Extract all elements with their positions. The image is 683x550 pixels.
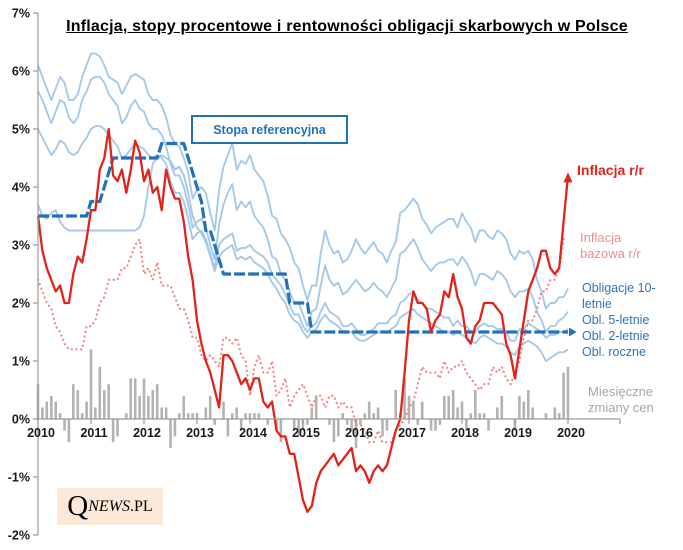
reference-rate-callout-label: Stopa referencyjna [213, 122, 326, 137]
monthly-bars-series-label: Miesięczne zmiany cen [588, 384, 654, 415]
y-tick-label: -2% [8, 529, 30, 543]
x-tick-label: 2012 [133, 426, 161, 440]
y-tick-label: 0% [12, 413, 30, 427]
bond-2y-series-label: Obl. 2-letnie [582, 329, 650, 343]
qnews-logo-news: NEWS [88, 497, 131, 515]
x-tick-label: 2011 [80, 426, 107, 440]
y-axis-ticks: 7% 6% 5% 4% 3% 2% 1% 0% -1% -2% [8, 7, 38, 543]
bars-monthly-price-changes [36, 349, 570, 448]
x-tick-label: 2017 [398, 426, 426, 440]
qnews-logo: Q NEWS .PL [57, 488, 163, 525]
y-tick-label: 7% [12, 7, 30, 21]
x-axis-ticks: 2010 2011 2012 2013 2014 2015 2016 2017 2018 2019… [27, 419, 585, 440]
bond-5y-series-label: Obl. 5-letnie [582, 313, 650, 327]
x-tick-label: 2019 [504, 426, 532, 440]
x-tick-label: 2014 [239, 426, 267, 440]
y-tick-label: 2% [12, 297, 30, 311]
line-core-inflation [36, 238, 570, 444]
y-tick-label: 6% [12, 65, 30, 79]
qnews-logo-pl: .PL [130, 497, 153, 515]
x-tick-label: 2016 [345, 426, 373, 440]
x-tick-label: 2015 [292, 426, 320, 440]
reference-rate-arrowhead [569, 327, 577, 337]
lines-bond-yields [37, 52, 569, 362]
qnews-logo-q: Q [67, 490, 89, 522]
line-reference-rate [38, 141, 577, 337]
x-tick-label: 2020 [557, 426, 585, 440]
y-tick-label: 5% [12, 123, 30, 137]
line-cpi-inflation [36, 127, 573, 513]
chart-title: Inflacja, stopy procentowe i rentowności… [66, 18, 628, 35]
y-tick-label: 3% [12, 239, 30, 253]
inflation-series-label: Inflacja r/r [577, 162, 644, 178]
y-tick-label: 4% [12, 181, 30, 195]
x-tick-label: 2013 [186, 426, 214, 440]
y-tick-label: -1% [8, 471, 30, 485]
bond-1y-series-label: Obl. roczne [582, 345, 646, 359]
inflation-arrowhead [563, 172, 573, 183]
bond-10y-series-label: Obligacje 10- letnie [582, 281, 656, 311]
axes [37, 13, 621, 535]
core-inflation-series-label: Inflacja bazowa r/r [580, 230, 641, 261]
x-tick-label: 2018 [451, 426, 479, 440]
x-tick-label: 2010 [27, 426, 55, 440]
y-tick-label: 1% [12, 355, 30, 369]
reference-rate-callout: Stopa referencyjna [191, 115, 348, 144]
